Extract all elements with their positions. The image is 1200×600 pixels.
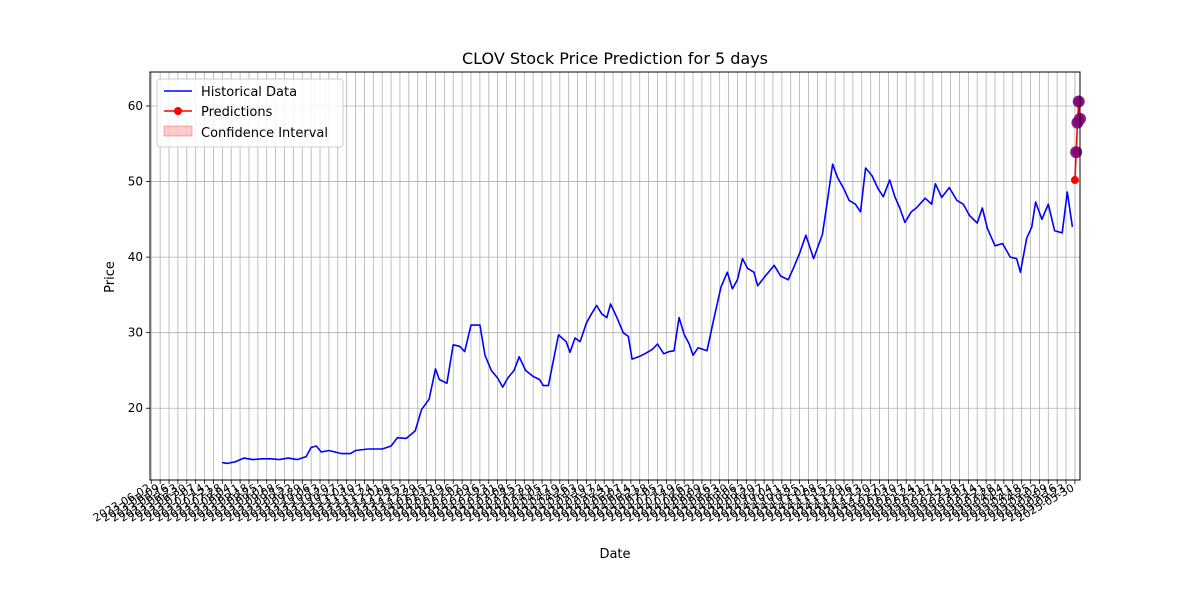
prediction-highlight-point: [1070, 146, 1083, 159]
legend-confidence-swatch: [163, 125, 193, 137]
y-tick-label: 40: [128, 250, 143, 264]
legend-predictions-label: Predictions: [201, 105, 273, 120]
chart-title: CLOV Stock Price Prediction for 5 days: [462, 49, 768, 68]
y-axis-label: Price: [103, 261, 118, 293]
y-axis: 20 30 40 50 60: [128, 99, 150, 415]
historical-data-line: [222, 163, 1074, 465]
legend-confidence-label: Confidence Interval: [201, 126, 328, 141]
legend-predictions-marker: [174, 107, 182, 115]
legend-historical-label: Historical Data: [201, 85, 297, 100]
y-tick-label: 50: [128, 175, 143, 189]
legend-box: [156, 78, 344, 148]
x-axis-label: Date: [599, 547, 630, 562]
plot-frame: [149, 71, 1081, 481]
x-axis: 2023-06-022023-06-092023-06-162023-06-23…: [91, 480, 1076, 525]
prediction-point: [1070, 176, 1079, 185]
prediction-highlight-point: [1072, 95, 1085, 108]
y-tick-label: 30: [128, 326, 143, 340]
legend: Historical Data Predictions Confidence I…: [156, 78, 344, 148]
y-tick-label: 60: [128, 99, 143, 113]
y-tick-label: 20: [128, 401, 143, 415]
